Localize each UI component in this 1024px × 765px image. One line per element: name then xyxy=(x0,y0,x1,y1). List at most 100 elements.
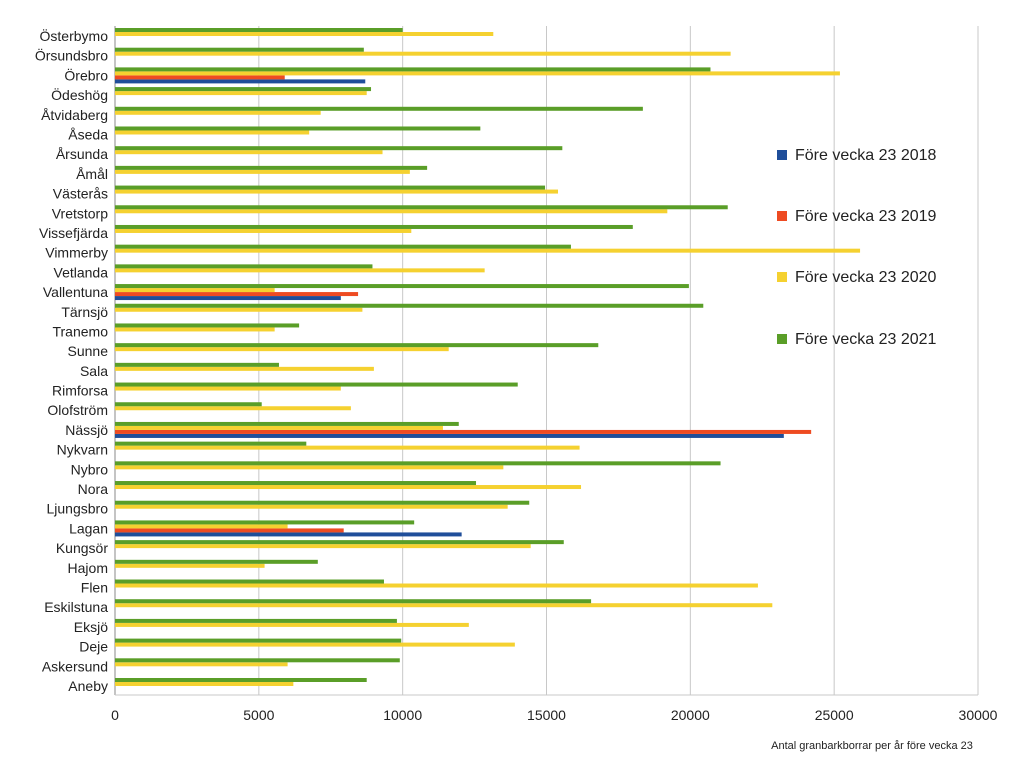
category-label: Nybro xyxy=(71,461,109,477)
category-label: Ljungsbro xyxy=(47,501,109,517)
x-tick-label: 25000 xyxy=(815,707,854,723)
category-label: Örsundsbro xyxy=(35,47,108,64)
category-label: Årsunda xyxy=(56,146,108,162)
bar xyxy=(115,28,403,32)
bar xyxy=(115,425,443,430)
gridlines xyxy=(114,26,979,696)
bar xyxy=(115,429,812,434)
bar xyxy=(115,563,265,568)
category-label: Ödeshög xyxy=(51,86,108,103)
bars xyxy=(115,28,861,686)
x-tick-label: 10000 xyxy=(383,707,422,723)
category-label: Nora xyxy=(78,481,109,497)
bar xyxy=(115,296,341,301)
category-labels: Österbymo Örsundsbro Örebro Ödeshög Åtvidabe… xyxy=(35,27,108,694)
bar xyxy=(115,87,372,92)
legend-label: Före vecka 23 2019 xyxy=(795,208,937,225)
bar xyxy=(115,67,711,72)
category-label: Deje xyxy=(79,639,108,655)
category-label: Tranemo xyxy=(52,323,108,339)
bar xyxy=(115,618,397,623)
bar xyxy=(115,91,367,96)
category-label: Rimforsa xyxy=(52,383,108,399)
bar xyxy=(115,224,633,229)
bar xyxy=(115,169,410,174)
category-label: Åmål xyxy=(76,166,108,182)
x-tick-labels: 0 5000 10000 15000 20000 25000 30000 xyxy=(111,707,998,723)
bar xyxy=(115,146,563,151)
bar xyxy=(115,366,374,371)
bar xyxy=(115,662,288,667)
bar xyxy=(115,79,366,84)
bar xyxy=(115,481,477,486)
bar xyxy=(115,583,758,588)
bar xyxy=(115,165,428,170)
category-label: Sala xyxy=(80,363,108,379)
bar xyxy=(115,421,459,426)
bar xyxy=(115,343,599,348)
bar xyxy=(115,528,344,533)
bar xyxy=(115,445,580,450)
bar xyxy=(115,485,582,490)
category-label: Tärnsjö xyxy=(61,304,108,320)
legend-label: Före vecka 23 2021 xyxy=(795,331,937,348)
bar xyxy=(115,658,400,663)
category-label: Aneby xyxy=(68,678,108,694)
bar xyxy=(115,362,279,367)
x-tick-label: 15000 xyxy=(527,707,566,723)
bar xyxy=(115,327,275,332)
x-tick-label: 30000 xyxy=(959,707,998,723)
category-label: Kungsör xyxy=(56,540,108,556)
bar xyxy=(115,248,861,253)
bar xyxy=(115,402,262,407)
bar xyxy=(115,579,384,584)
bar xyxy=(115,292,359,297)
category-label: Örebro xyxy=(64,66,108,83)
category-label: Österbymo xyxy=(40,27,109,44)
legend-swatch xyxy=(777,334,787,344)
legend-label: Före vecka 23 2020 xyxy=(795,269,937,286)
category-label: Sunne xyxy=(68,343,109,359)
x-tick-label: 0 xyxy=(111,707,119,723)
bar xyxy=(115,540,564,545)
category-label: Flen xyxy=(81,580,108,596)
category-label: Olofström xyxy=(47,402,108,418)
bar xyxy=(115,150,383,155)
bar xyxy=(115,465,504,470)
bar xyxy=(115,284,689,289)
bar xyxy=(115,500,530,505)
bar xyxy=(115,406,351,411)
category-label: Vallentuna xyxy=(43,284,108,300)
bar xyxy=(115,264,373,269)
bar xyxy=(115,544,531,549)
x-axis-title: Antal granbarkborrar per år före vecka 2… xyxy=(771,740,973,752)
bar xyxy=(115,126,481,131)
bar xyxy=(115,32,494,36)
bar xyxy=(115,599,592,604)
bar xyxy=(115,303,704,308)
bar xyxy=(115,504,508,509)
bar xyxy=(115,638,402,643)
bar xyxy=(115,189,559,194)
category-label: Vetlanda xyxy=(54,264,109,280)
x-tick-label: 5000 xyxy=(243,707,274,723)
bar xyxy=(115,682,294,686)
bar xyxy=(115,461,721,466)
bar xyxy=(115,268,485,273)
category-label: Vretstorp xyxy=(52,205,108,221)
category-label: Åseda xyxy=(68,126,108,142)
bar xyxy=(115,205,728,210)
bar xyxy=(115,110,321,115)
category-label: Nykvarn xyxy=(57,442,108,458)
bar xyxy=(115,382,518,387)
bar xyxy=(115,307,363,312)
bar xyxy=(115,51,731,56)
bar xyxy=(115,532,462,537)
category-label: Vimmerby xyxy=(45,245,108,261)
legend: Före vecka 23 2018 Före vecka 23 2019 Före… xyxy=(777,147,937,348)
category-label: Västerås xyxy=(53,186,108,202)
bar xyxy=(115,106,643,111)
legend-swatch xyxy=(777,150,787,160)
x-tick-label: 20000 xyxy=(671,707,710,723)
